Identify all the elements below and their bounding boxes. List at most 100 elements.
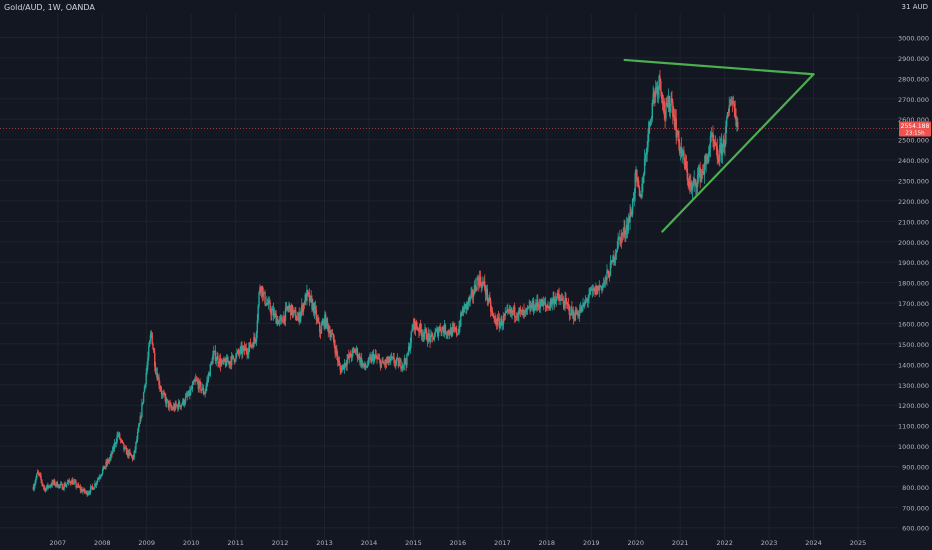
candle-body (507, 309, 509, 311)
candle-body (475, 289, 477, 291)
candle-body (463, 304, 465, 313)
candle-body (148, 341, 151, 347)
candle-body (261, 286, 264, 297)
candle-body (648, 121, 650, 135)
candle-body (534, 303, 536, 311)
candle-body (544, 302, 547, 306)
candle-body (374, 354, 377, 356)
x-tick-label: 2022 (716, 539, 733, 547)
candle-body (251, 344, 253, 346)
candle-body (421, 334, 424, 336)
candle-body (227, 361, 229, 363)
candle-body (710, 135, 712, 137)
candle-body (140, 416, 142, 418)
candle-body (186, 394, 188, 396)
candle-body (224, 358, 226, 362)
candle-body (160, 387, 162, 391)
candle-body (708, 152, 710, 162)
candle-body (144, 383, 147, 387)
candle-body (350, 356, 353, 358)
candle-body (599, 286, 601, 287)
candle-body (117, 434, 119, 436)
candle-body (406, 354, 408, 366)
candle-body (171, 408, 174, 410)
candle-body (477, 278, 479, 280)
candle-body (165, 397, 167, 404)
candle-body (182, 399, 184, 405)
candle-body (89, 492, 91, 494)
candle-body (583, 303, 585, 307)
candle-body (624, 226, 626, 235)
candle-body (646, 147, 648, 155)
candle-body (365, 367, 367, 368)
candle-body (679, 147, 682, 153)
candle-body (617, 237, 619, 248)
candle-body (223, 358, 225, 362)
candle-body (391, 356, 394, 358)
candle-body (408, 346, 411, 351)
candle-body (722, 138, 724, 145)
candle-body (536, 299, 538, 308)
candle-body (63, 484, 65, 490)
candle-body (353, 349, 355, 351)
candle-body (255, 332, 258, 342)
candle-body (407, 346, 410, 354)
candle-body (403, 358, 406, 365)
candle-body (512, 310, 514, 313)
candle-body (671, 98, 673, 102)
candle-body (192, 381, 194, 385)
candle-body (329, 331, 331, 338)
candle-body (59, 483, 62, 486)
candle-body (217, 356, 219, 364)
candle-body (378, 358, 380, 360)
candle-body (293, 310, 295, 311)
candle-body (342, 364, 344, 368)
candle-body (513, 306, 515, 313)
candle-body (496, 317, 499, 326)
candle-body (445, 333, 447, 335)
candle-body (83, 488, 85, 491)
candle-body (698, 167, 701, 173)
candle-body (181, 404, 183, 405)
candle-body (106, 461, 108, 464)
candle-body (541, 299, 543, 307)
candle-body (177, 401, 180, 409)
candle-body (644, 155, 647, 159)
candle-body (515, 315, 518, 318)
candle-body (139, 416, 141, 424)
x-tick-label: 2015 (405, 539, 422, 547)
candle-body (179, 405, 182, 408)
candle-body (286, 306, 288, 309)
candle-body (289, 305, 292, 316)
candle-body (725, 126, 727, 144)
candle-body (102, 465, 105, 470)
candle-body (156, 372, 159, 380)
candle-body (582, 303, 584, 307)
y-tick-label: 2100.000 (898, 218, 929, 226)
candle-body (278, 321, 280, 325)
candle-body (592, 288, 595, 291)
x-tick-label: 2025 (850, 539, 867, 547)
y-tick-label: 700.000 (902, 504, 929, 512)
candle-body (501, 318, 503, 326)
currency-label: 31 AUD (902, 3, 928, 11)
candle-body (254, 337, 256, 340)
candle-body (502, 315, 505, 324)
candle-body (395, 361, 397, 365)
candle-body (691, 185, 694, 190)
candle-body (276, 319, 278, 324)
y-tick-label: 2400.000 (898, 157, 929, 165)
candle-body (121, 440, 123, 442)
candle-body (124, 447, 126, 450)
candle-body (166, 399, 168, 404)
candle-body (207, 379, 209, 382)
candle-body (720, 143, 723, 156)
candle-body (84, 492, 87, 493)
candle-body (411, 329, 413, 332)
candle-body (538, 305, 541, 309)
candle-body (452, 327, 454, 328)
candle-body (136, 431, 139, 440)
candle-body (260, 286, 263, 292)
candle-body (653, 92, 655, 94)
